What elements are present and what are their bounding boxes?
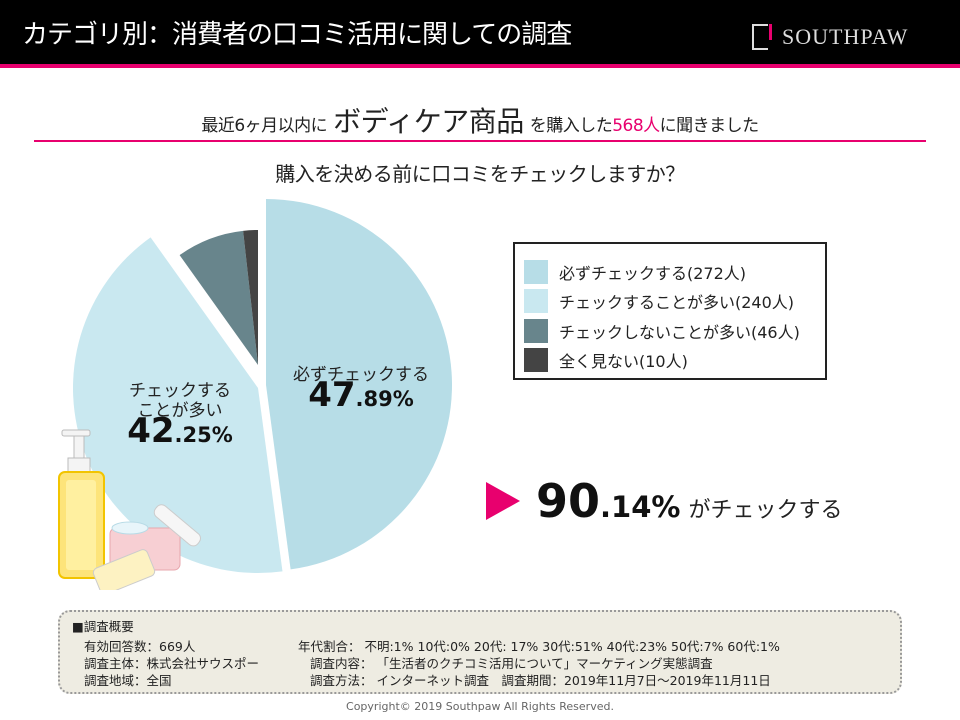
survey-summary: ■調査概要 有効回答数：669人 調査主体：株式会社サウスポー 調査地域：全国 … bbox=[58, 610, 902, 694]
body-care-illustration bbox=[58, 429, 201, 590]
pie-slice-2 bbox=[72, 237, 283, 574]
pie-slice-3 bbox=[179, 230, 258, 365]
percent-dec: .25% bbox=[174, 423, 233, 447]
slice-label-line1: チェックする bbox=[129, 381, 231, 401]
legend-item: 全く見ない(10人) bbox=[524, 346, 825, 376]
lead-text: 最近6ヶ月以内に ボディケア商品 を購入した568人に聞きました bbox=[0, 100, 960, 140]
question: 購入を決める前に口コミをチェックしますか？ bbox=[275, 162, 685, 186]
slice-label-line2: ことが多い bbox=[137, 401, 223, 421]
pie-slice-1 bbox=[266, 199, 452, 570]
lead-category: ボディケア商品 bbox=[333, 105, 524, 138]
slice-label-name: 必ずチェックする bbox=[293, 365, 429, 385]
lead-middle: を購入した bbox=[529, 116, 613, 136]
percent-dec: .89% bbox=[355, 387, 414, 411]
callout-percent: 90.14% bbox=[536, 474, 680, 528]
legend-label: 全く見ない(10人) bbox=[559, 352, 688, 372]
callout-int: 90 bbox=[536, 474, 601, 528]
legend-label: チェックしないことが多い(46人) bbox=[559, 322, 800, 342]
survey-organizer: 調査主体：株式会社サウスポー bbox=[84, 656, 260, 671]
logo-text: SOUTHPAW bbox=[782, 24, 909, 49]
copyright: Copyright© 2019 Southpaw All Rights Rese… bbox=[346, 700, 614, 713]
percent-int: 42 bbox=[127, 411, 175, 451]
header: カテゴリ別：消費者の口コミ活用に関しての調査 SOUTHPAW bbox=[0, 0, 960, 68]
slice-label-percent: 47.89% bbox=[276, 378, 446, 412]
survey-age: 年代割合： 不明:1% 10代:0% 20代: 17% 30代:51% 40代:… bbox=[298, 639, 780, 654]
survey-heading: ■調査概要 bbox=[72, 619, 134, 634]
lead-prefix: 最近6ヶ月以内に bbox=[201, 116, 328, 136]
logo-mark-icon bbox=[752, 24, 772, 50]
legend-swatch bbox=[524, 318, 548, 343]
legend-swatch bbox=[524, 259, 548, 284]
triangle-pointer-icon bbox=[486, 482, 520, 520]
southpaw-logo: SOUTHPAW bbox=[752, 24, 908, 50]
callout: 90.14% がチェックする bbox=[486, 474, 842, 528]
legend-swatch bbox=[524, 348, 548, 373]
lead-suffix: に聞きました bbox=[659, 116, 760, 136]
legend-swatch bbox=[524, 289, 548, 314]
survey-method: 調査方法： インターネット調査 調査期間：2019年11月7日～2019年11月… bbox=[310, 673, 771, 688]
legend: 必ずチェックする(272人) チェックすることが多い(240人) チェックしない… bbox=[513, 242, 827, 380]
percent-int: 47 bbox=[308, 375, 356, 415]
lead-count: 568人 bbox=[612, 116, 660, 136]
legend-item: チェックすることが多い(240人) bbox=[524, 287, 825, 317]
legend-label: 必ずチェックする(272人) bbox=[559, 263, 747, 283]
callout-text: がチェックする bbox=[688, 498, 843, 523]
legend-label: チェックすることが多い(240人) bbox=[559, 293, 795, 313]
survey-respondents: 有効回答数：669人 bbox=[84, 639, 196, 654]
legend-item: 必ずチェックする(272人) bbox=[524, 257, 825, 287]
slice-label-percent: 42.25% bbox=[95, 414, 265, 448]
legend-item: チェックしないことが多い(46人) bbox=[524, 316, 825, 346]
survey-region: 調査地域：全国 bbox=[84, 673, 172, 688]
pie-slice-4 bbox=[243, 230, 258, 365]
slice-label-always: 必ずチェックする 47.89% bbox=[276, 365, 446, 412]
pie-chart bbox=[58, 199, 452, 590]
divider bbox=[34, 140, 926, 142]
survey-content: 調査内容： 「生活者のクチコミ活用について」マーケティング実態調査 bbox=[310, 656, 713, 671]
callout-dec: .14% bbox=[600, 490, 681, 524]
slice-label-often: チェックする ことが多い 42.25% bbox=[95, 381, 265, 448]
page-title: カテゴリ別：消費者の口コミ活用に関しての調査 bbox=[22, 20, 572, 50]
